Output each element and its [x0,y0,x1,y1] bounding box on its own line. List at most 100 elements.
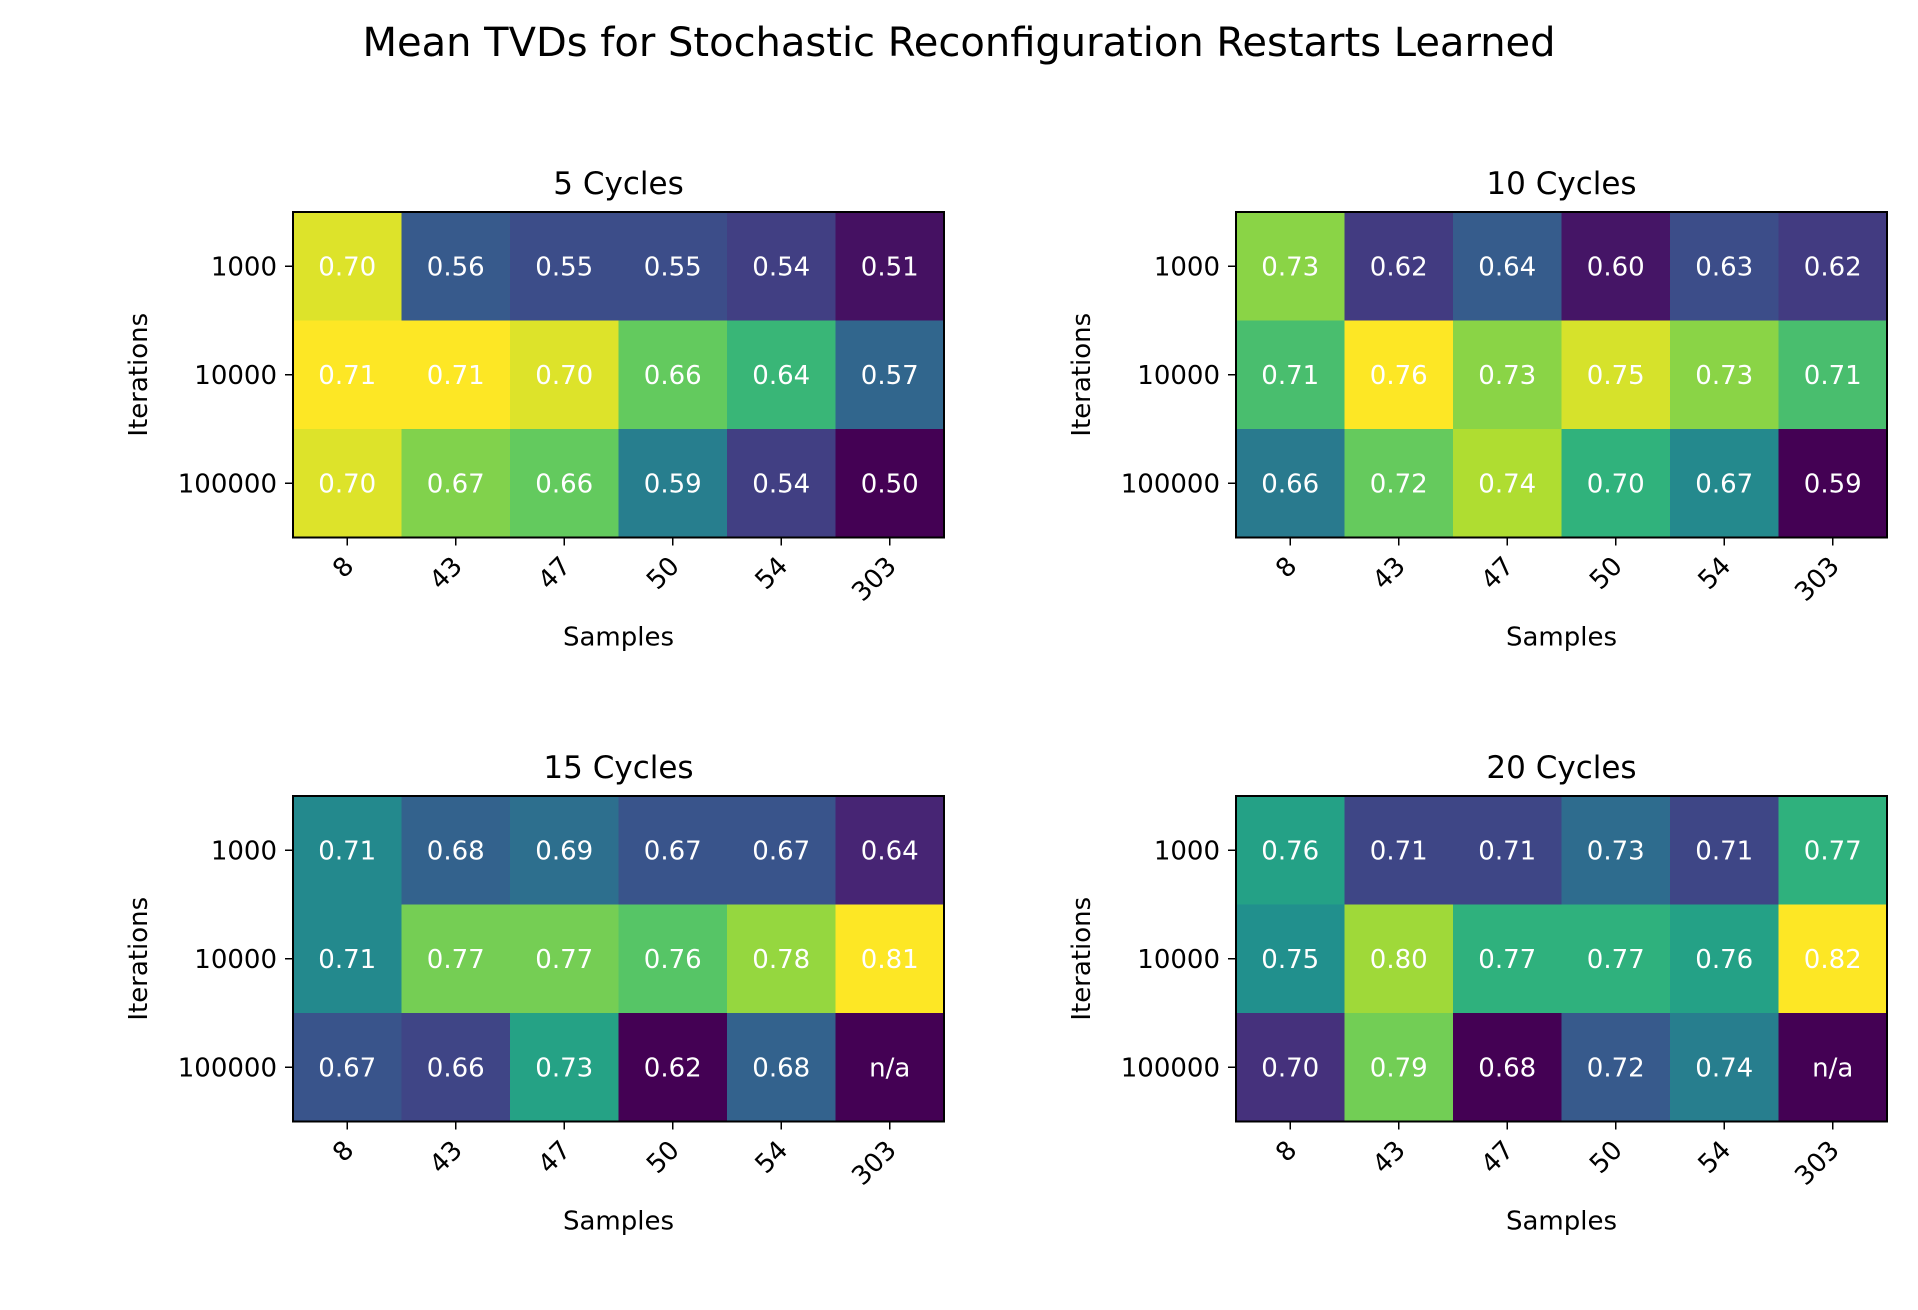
cell-value-label: 0.78 [752,945,810,975]
y-tick-label: 1000 [1154,836,1220,866]
cell-value-label: 0.66 [535,469,593,499]
heatmap-cell [1453,904,1563,1014]
y-axis-label: Iterations [124,897,154,1021]
cell-value-label: 0.70 [1261,1053,1319,1083]
heatmap-cell [1561,429,1671,539]
heatmap-cell [510,320,620,430]
cell-value-label: n/a [869,1053,910,1083]
heatmap-cell [510,796,620,906]
y-tick-label: 10000 [1137,361,1220,391]
cell-value-label: 0.67 [427,469,485,499]
heatmap-cell [1236,904,1346,1014]
cell-value-label: 0.56 [427,252,485,282]
heatmap-cell [1344,1013,1454,1123]
cell-value-label: 0.68 [427,836,485,866]
heatmap-cell [618,212,728,322]
heatmap-cell [1453,320,1563,430]
heatmap-cell [293,212,403,322]
heatmap-panel: 0.76 0.71 0.71 0.73 0.71 0.77 0.75 0.80 0.77 0.77… [1067,750,1888,1237]
y-tick-label: 1000 [211,252,277,282]
cell-value-label: 0.66 [644,361,702,391]
heatmap-cell [727,1013,837,1123]
subplot-title: 10 Cycles [1486,166,1636,202]
cell-value-label: 0.71 [1804,361,1862,391]
heatmap-cell [401,212,511,322]
cell-value-label: 0.55 [535,252,593,282]
cell-value-label: 0.66 [427,1053,485,1083]
cell-value-label: 0.64 [752,361,810,391]
heatmap-cell [727,796,837,906]
heatmap-cell [1236,320,1346,430]
cell-value-label: 0.71 [1261,361,1319,391]
cell-value-label: 0.64 [861,836,919,866]
y-tick-label: 1000 [1154,252,1220,282]
heatmap-cell [1561,1013,1671,1123]
cell-value-label: 0.69 [535,836,593,866]
heatmap-cell [510,429,620,539]
cell-value-label: 0.77 [1804,836,1862,866]
cell-value-label: 0.71 [427,361,485,391]
cell-value-label: 0.67 [644,836,702,866]
cell-value-label: 0.63 [1695,252,1753,282]
heatmap-cell [293,904,403,1014]
y-axis-label: Iterations [1067,313,1097,437]
heatmap-cell [618,796,728,906]
cell-value-label: 0.70 [318,469,376,499]
heatmap-cell [1561,904,1671,1014]
heatmap-cell [510,212,620,322]
heatmap-cell [1778,320,1888,430]
y-tick-label: 10000 [194,361,277,391]
heatmap-cell [835,796,945,906]
y-tick-label: 100000 [1121,469,1220,499]
x-axis-label: Samples [563,1207,674,1237]
cell-value-label: 0.55 [644,252,702,282]
cell-value-label: 0.62 [1370,252,1428,282]
x-axis-label: Samples [563,623,674,653]
heatmap-cell [510,1013,620,1123]
y-tick-label: 100000 [178,1053,277,1083]
heatmap-cell [1670,429,1780,539]
heatmap-cell [1453,429,1563,539]
cell-value-label: 0.74 [1695,1053,1753,1083]
heatmap-cell [835,320,945,430]
cell-value-label: 0.77 [427,945,485,975]
cell-value-label: 0.64 [1478,252,1536,282]
cell-value-label: 0.70 [535,361,593,391]
y-axis-label: Iterations [124,313,154,437]
y-axis-label: Iterations [1067,897,1097,1021]
heatmap-cell [1236,429,1346,539]
heatmap-cell [1778,796,1888,906]
heatmap-cell [1561,796,1671,906]
heatmap-cell [1344,320,1454,430]
cell-value-label: 0.82 [1804,945,1862,975]
heatmap-cell [1670,212,1780,322]
heatmap-cell [727,429,837,539]
cell-value-label: 0.73 [1478,361,1536,391]
heatmap-cell [835,212,945,322]
heatmap-cell [293,1013,403,1123]
heatmap-cell [510,904,620,1014]
cell-value-label: 0.76 [1370,361,1428,391]
cell-value-label: 0.67 [752,836,810,866]
cell-value-label: 0.66 [1261,469,1319,499]
heatmap-cell [1778,429,1888,539]
heatmap-cell [1670,1013,1780,1123]
cell-value-label: 0.71 [1370,836,1428,866]
cell-value-label: n/a [1812,1053,1853,1083]
heatmap-panel: 0.73 0.62 0.64 0.60 0.63 0.62 0.71 0.76 0.73 0.75… [1067,166,1888,653]
cell-value-label: 0.54 [752,469,810,499]
subplot-title: 15 Cycles [543,750,693,786]
cell-value-label: 0.77 [1587,945,1645,975]
cell-value-label: 0.73 [1587,836,1645,866]
subplot-title: 5 Cycles [553,166,683,202]
cell-value-label: 0.67 [318,1053,376,1083]
cell-value-label: 0.72 [1587,1053,1645,1083]
heatmap-cell [618,320,728,430]
cell-value-label: 0.81 [861,945,919,975]
heatmap-cell [1778,1013,1888,1123]
y-tick-label: 1000 [211,836,277,866]
cell-value-label: 0.73 [1695,361,1753,391]
cell-value-label: 0.59 [644,469,702,499]
heatmap-cell [401,904,511,1014]
